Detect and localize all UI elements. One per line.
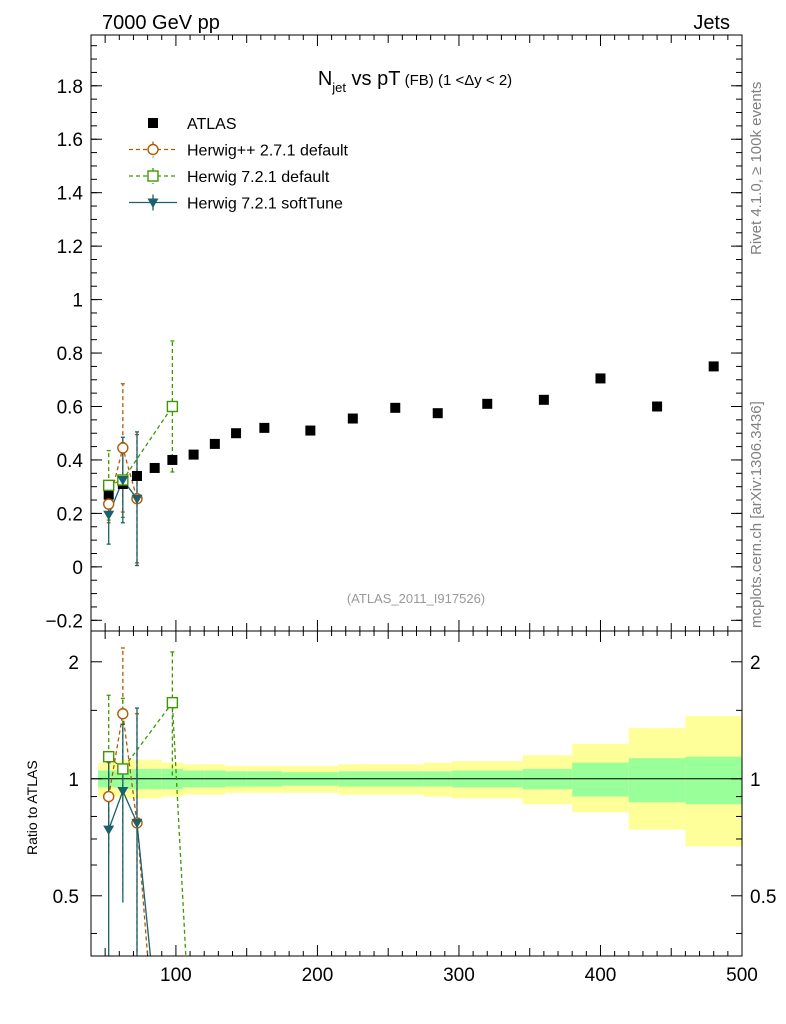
main-ytick-label-4: 0.6: [57, 397, 83, 418]
ratio-ytick-label-right-0: 0.5: [750, 887, 776, 908]
mc-1-ratio-marker-2: [166, 696, 179, 709]
chart-title-tail: (FB) (1 <Δy < 2): [400, 72, 512, 89]
main-ytick-label-2: 0.2: [57, 504, 83, 525]
mc-0-ratio-line: [108, 713, 149, 956]
legend-label-1: Herwig++ 2.7.1 default: [187, 143, 349, 160]
ratio-ytick-label-left-0: 0.5: [53, 887, 79, 908]
atlas-point-7: [231, 428, 242, 439]
ratio-ytick-label-left-1: 1: [68, 770, 79, 791]
chart-title-mid: vs pT: [346, 68, 400, 90]
xtick-label-2: 300: [443, 965, 475, 986]
legend-marker-0: [148, 118, 158, 128]
main-ytick-label-10: 1.8: [57, 77, 83, 98]
side-label-rivet: Rivet 4.1.0, ≥ 100k events: [748, 82, 765, 255]
mc-0-ratio-marker-0: [102, 790, 115, 803]
ratio-ytick-label-right-1: 1: [750, 770, 761, 791]
main-series: [102, 340, 719, 567]
mc-2-main-marker-1: [117, 475, 129, 486]
atlas-point-10: [347, 413, 358, 424]
atlas-point-6: [209, 438, 220, 449]
side-label-mcplots: mcplots.cern.ch [arXiv:1306.3436]: [748, 401, 765, 628]
mc-2-ratio-marker-2: [131, 818, 143, 829]
ratio-ytick-label-left-2: 2: [68, 653, 79, 674]
atlas-point-13: [482, 398, 493, 409]
ratio-ytick-label-right-2: 2: [750, 653, 761, 674]
ratio-uncertainty-bands: [91, 716, 742, 847]
chart-title-main: N: [318, 68, 332, 90]
atlas-point-8: [259, 422, 270, 433]
mc-1-ratio-marker-1: [117, 763, 129, 775]
legend: ATLAS Herwig++ 2.7.1 default Herwig 7.2.1 …: [129, 116, 349, 213]
mc-2-ratio-marker-1: [117, 787, 129, 797]
atlas-point-2: [131, 470, 142, 481]
analysis-watermark: (ATLAS_2011_I917526): [347, 591, 485, 606]
main-ytick-label-7: 1.2: [57, 237, 83, 258]
atlas-point-15: [595, 373, 606, 384]
atlas-point-16: [652, 401, 663, 412]
band-inner-17: [685, 756, 742, 805]
xtick-label-3: 400: [585, 965, 617, 986]
atlas-point-17: [708, 361, 719, 372]
axes-ticks: −0.2 0 0.2 0.4 0.6 0.8 1 1.2 1.4 1.6 1.8 0.5 0.5 1 1 2 2…: [45, 35, 776, 986]
mc-1-main-marker-2: [166, 400, 179, 413]
mc-1-main-marker-0: [102, 479, 115, 492]
legend-label-2: Herwig 7.2.1 default: [187, 169, 330, 186]
xtick-label-0: 100: [160, 965, 192, 986]
chart-title-sub: jet: [331, 80, 346, 95]
band-inner-16: [628, 758, 686, 803]
atlas-point-4: [167, 454, 178, 465]
mc-0-main-marker-0: [102, 498, 115, 510]
atlas-point-14: [538, 394, 549, 405]
ratio-plot-frame: [90, 630, 743, 957]
atlas-point-5: [188, 449, 199, 460]
legend-marker-2: [147, 170, 159, 182]
mc-2-ratio-marker-0: [103, 825, 115, 836]
ratio-series: [102, 647, 187, 956]
atlas-point-0: [103, 489, 114, 500]
header-right: Jets: [693, 12, 730, 34]
xtick-label-1: 200: [302, 965, 334, 986]
xtick-label-4: 500: [726, 965, 758, 986]
atlas-point-3: [149, 462, 160, 473]
header-left: 7000 GeV pp: [102, 12, 220, 34]
legend-label-3: Herwig 7.2.1 softTune: [187, 196, 343, 213]
data-series: [102, 340, 719, 956]
band-inner-15: [572, 762, 629, 797]
legend-marker-1: [147, 143, 159, 156]
mc-0-ratio-marker-1: [117, 708, 129, 720]
mc-2-main-marker-0: [103, 510, 115, 521]
mc-0-main-marker-1: [117, 442, 129, 454]
main-ytick-label-1: 0: [72, 558, 83, 579]
main-ytick-label-3: 0.4: [57, 451, 84, 472]
main-ytick-label-6: 1: [72, 291, 83, 312]
mc-1-ratio-marker-0: [102, 750, 115, 763]
legend-label-0: ATLAS: [187, 116, 237, 133]
main-ytick-label-0: −0.2: [45, 611, 83, 632]
atlas-point-12: [432, 408, 443, 419]
legend-marker-3: [147, 198, 159, 208]
mc-2-main-marker-2: [131, 494, 143, 505]
main-ytick-label-8: 1.4: [57, 184, 84, 205]
atlas-point-11: [390, 402, 401, 413]
chart-title: Njet vs pT (FB) (1 <Δy < 2): [318, 68, 512, 95]
mc-1-ratio-line: [108, 700, 187, 956]
main-ytick-label-9: 1.6: [57, 130, 83, 151]
main-ytick-label-5: 0.8: [57, 344, 83, 365]
mc-2-ratio-line: [108, 789, 152, 956]
atlas-point-9: [305, 425, 316, 436]
ratio-y-label: Ratio to ATLAS: [24, 760, 40, 855]
